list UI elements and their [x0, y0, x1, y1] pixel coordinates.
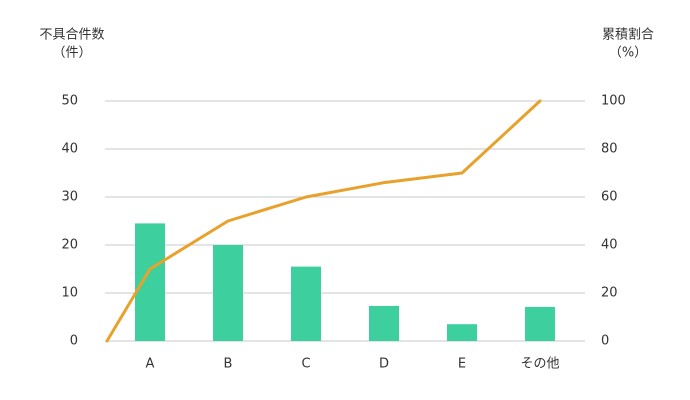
- bar: [291, 266, 321, 341]
- y-axis-title: （件）: [52, 46, 91, 61]
- bar: [525, 306, 555, 341]
- x-tick-label: その他: [520, 357, 559, 372]
- bar: [135, 223, 165, 341]
- y-tick-label: 0: [70, 334, 78, 349]
- y-tick-label: 30: [61, 190, 78, 205]
- y2-tick-label: 60: [601, 190, 618, 205]
- y2-tick-label: 20: [601, 286, 618, 301]
- x-tick-label: C: [301, 357, 310, 372]
- y2-axis-title: 累積割合: [602, 27, 654, 43]
- line-start: [105, 267, 152, 343]
- x-tick-label: B: [224, 357, 233, 372]
- y-tick-label: 50: [61, 94, 78, 109]
- x-tick-label: E: [458, 357, 466, 372]
- y2-axis-title: （%）: [609, 46, 647, 61]
- bar: [369, 305, 399, 341]
- y2-tick-label: 100: [601, 94, 626, 109]
- y2-tick-label: 40: [601, 238, 618, 253]
- y-tick-label: 20: [61, 238, 78, 253]
- x-tick-label: A: [146, 357, 155, 372]
- y-tick-label: 40: [61, 142, 78, 157]
- x-tick-label: D: [379, 357, 389, 372]
- y-tick-label: 10: [61, 286, 78, 301]
- bar: [213, 245, 243, 341]
- cumulative-line: [148, 99, 542, 271]
- y2-tick-label: 80: [601, 142, 618, 157]
- y2-tick-label: 0: [601, 334, 609, 349]
- y-axis-title: 不具合件数: [39, 28, 104, 43]
- bar: [447, 324, 477, 341]
